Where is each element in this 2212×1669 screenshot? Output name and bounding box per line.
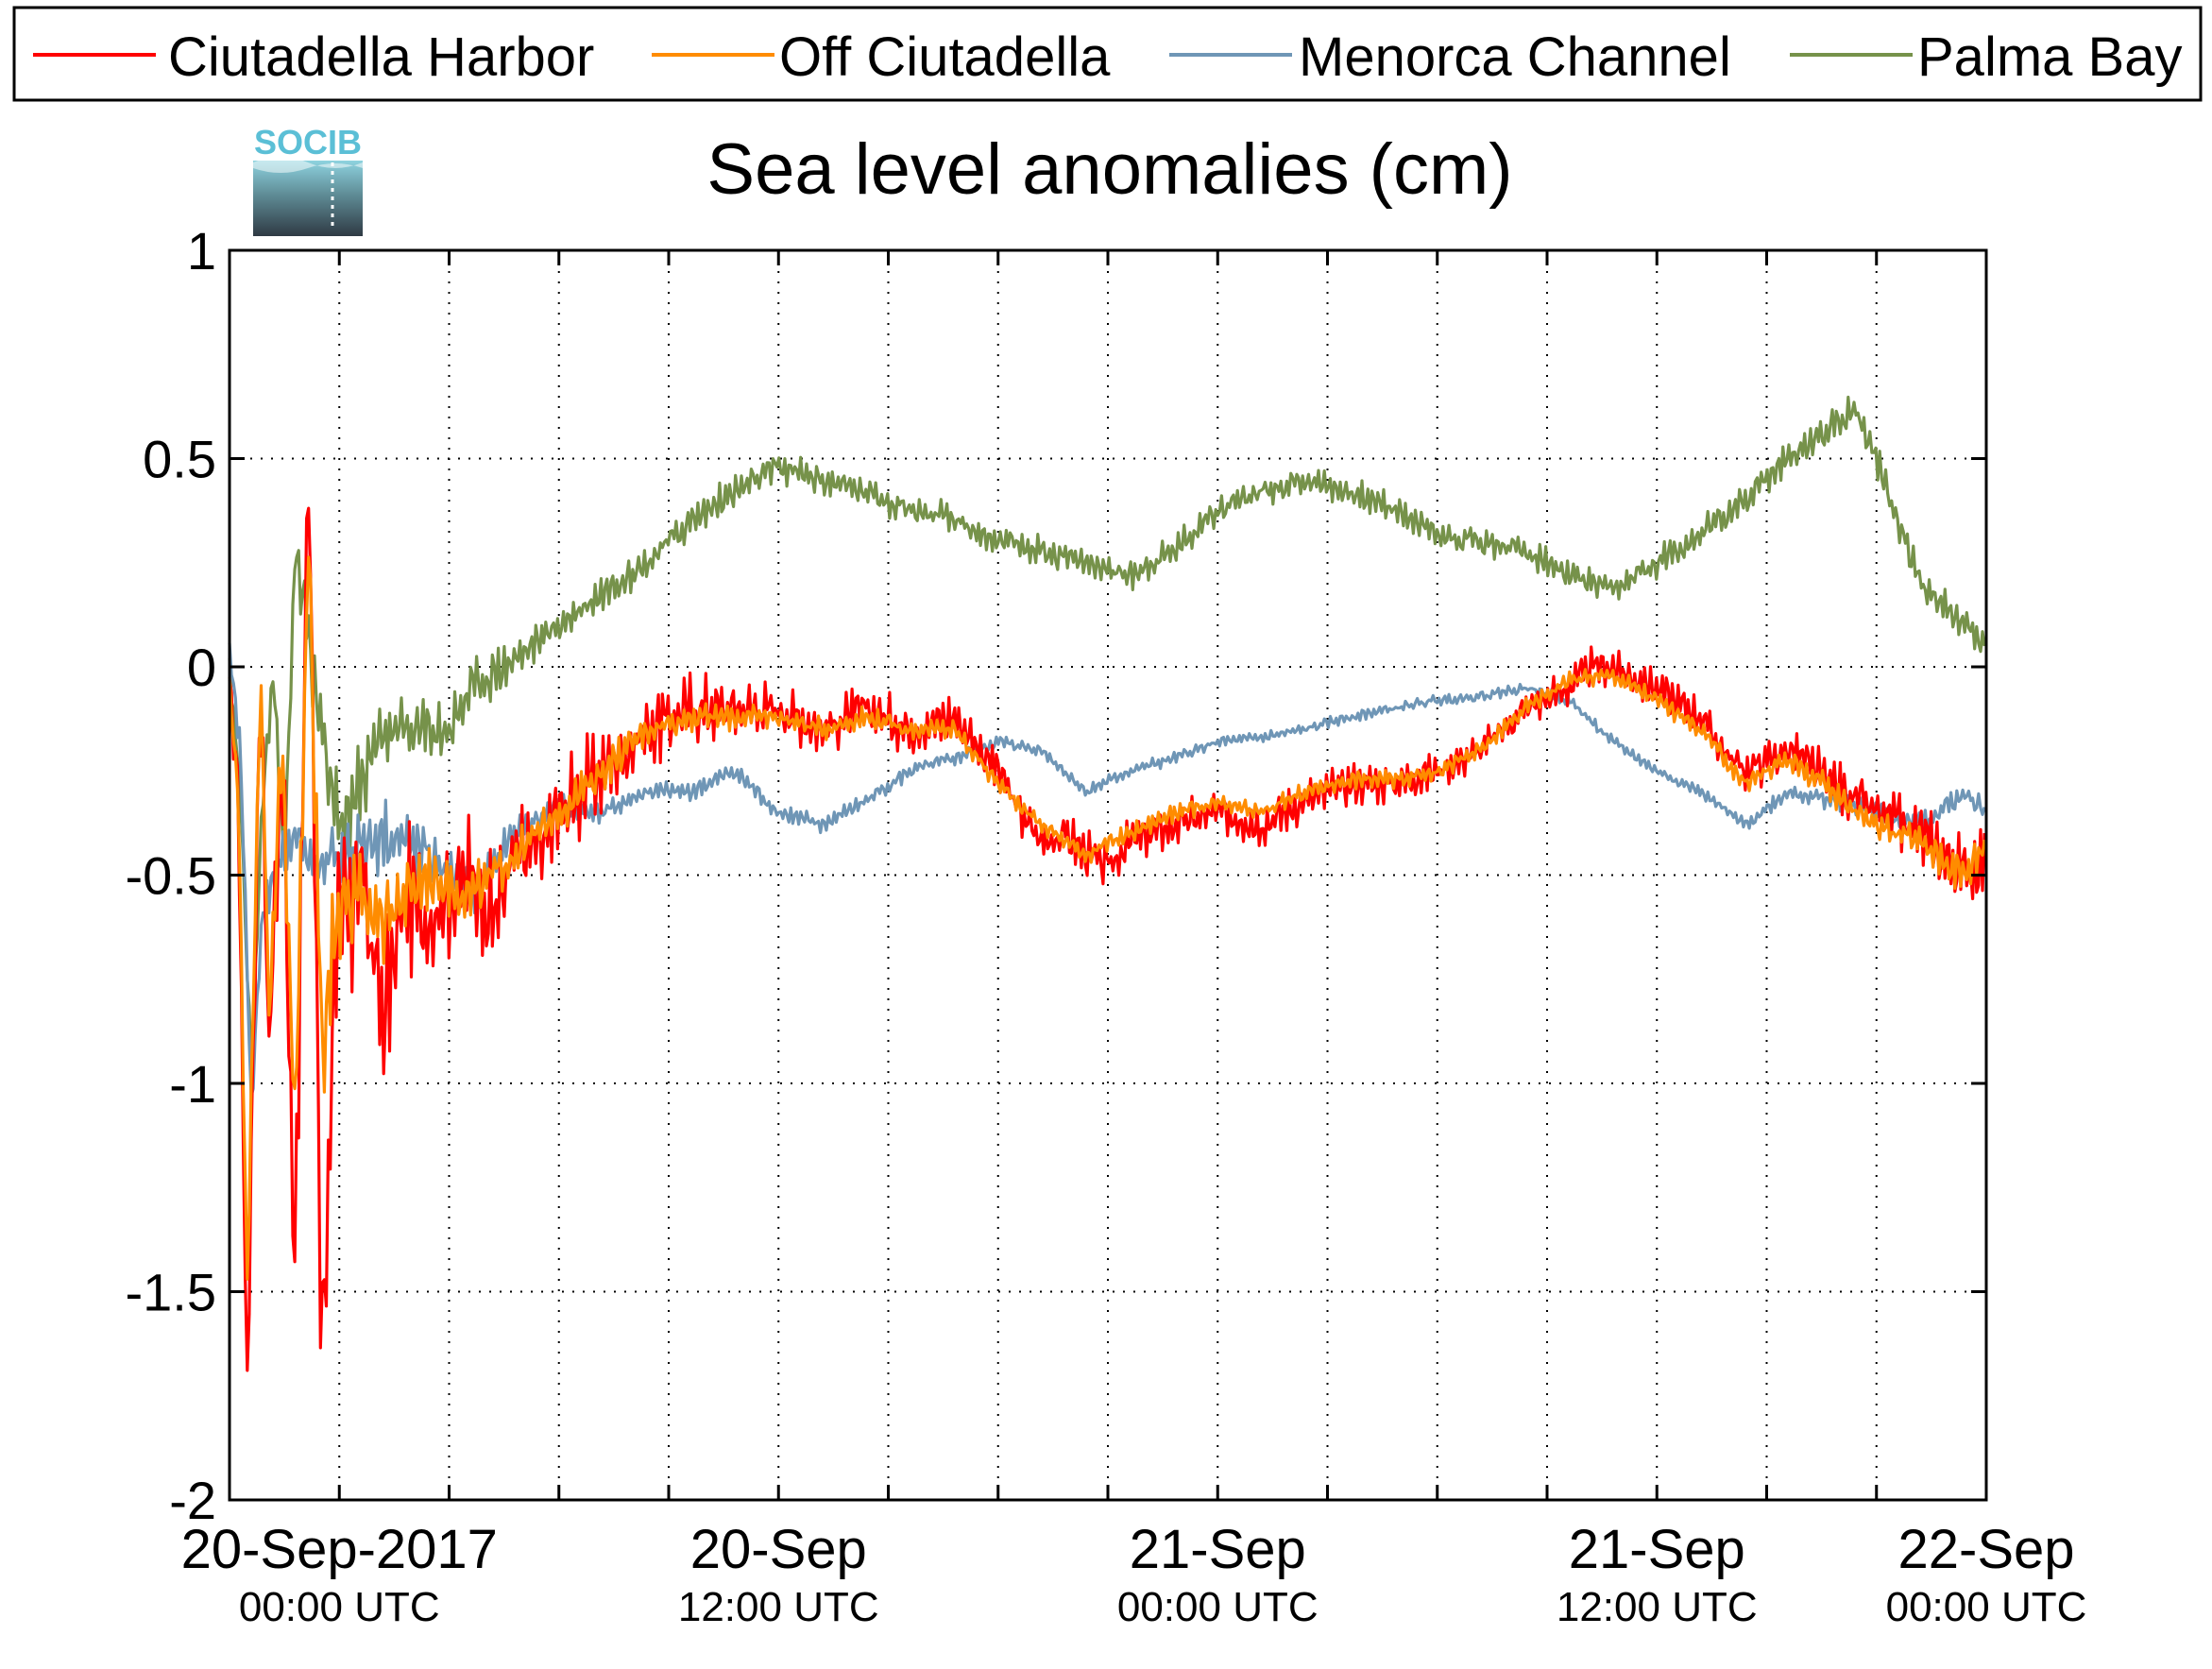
y-tick-label: 0.5 bbox=[143, 430, 216, 489]
y-tick-label: -0.5 bbox=[126, 846, 217, 906]
x-tick-label-date: 21-Sep bbox=[1130, 1519, 1306, 1580]
y-tick-label: -2 bbox=[169, 1471, 216, 1530]
x-tick-label-time: 00:00 UTC bbox=[239, 1584, 440, 1630]
x-tick-label-date: 21-Sep bbox=[1569, 1519, 1745, 1580]
logo-text: SOCIB bbox=[254, 123, 362, 162]
legend-label-ciutadella-harbor: Ciutadella Harbor bbox=[168, 26, 594, 88]
logo-wave-top bbox=[253, 157, 363, 173]
series-lines bbox=[228, 395, 1986, 1372]
y-tick-label: 0 bbox=[187, 638, 216, 697]
x-tick-label-time: 00:00 UTC bbox=[1886, 1584, 2087, 1630]
socib-logo: SOCIB bbox=[253, 123, 363, 236]
legend: Ciutadella Harbor Off Ciutadella Menorca… bbox=[12, 6, 2203, 102]
x-tick-label-time: 00:00 UTC bbox=[1117, 1584, 1319, 1630]
legend-label-palma-bay: Palma Bay bbox=[1917, 26, 2182, 88]
logo-wave-block bbox=[253, 161, 363, 236]
legend-label-menorca-channel: Menorca Channel bbox=[1299, 26, 1731, 88]
legend-label-off-ciutadella: Off Ciutadella bbox=[779, 26, 1111, 88]
x-tick-label-date: 20-Sep-2017 bbox=[181, 1519, 498, 1580]
series-line-palma-bay bbox=[228, 395, 1986, 1078]
x-tick-label-time: 12:00 UTC bbox=[678, 1584, 879, 1630]
x-tick-label-date: 22-Sep bbox=[1897, 1519, 2074, 1580]
y-tick-label: 1 bbox=[187, 221, 216, 281]
series-line-ciutadella-harbor bbox=[228, 506, 1986, 1372]
chart-title: Sea level anomalies (cm) bbox=[706, 129, 1512, 210]
y-tick-label: -1 bbox=[169, 1054, 216, 1114]
y-tick-label: -1.5 bbox=[126, 1263, 217, 1322]
series-line-off-ciutadella bbox=[228, 555, 1986, 1281]
x-tick-label-date: 20-Sep bbox=[690, 1519, 867, 1580]
x-tick-label-time: 12:00 UTC bbox=[1557, 1584, 1758, 1630]
